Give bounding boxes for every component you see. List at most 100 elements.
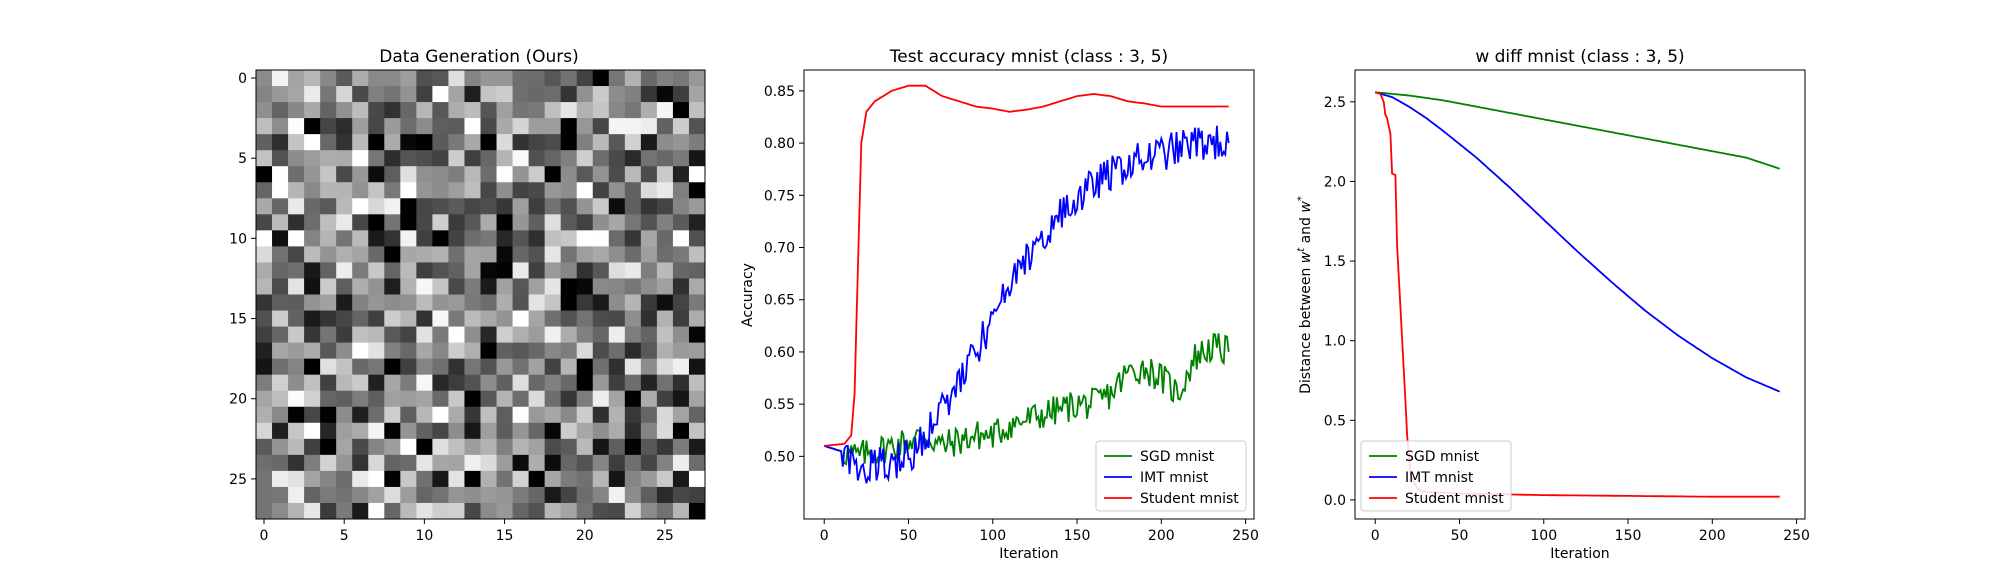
heatmap-cell [496,438,513,456]
heatmap-panel: Data Generation (Ours) 0 5 10 15 20 25 0 5 10 15 2… [229,47,706,544]
heatmap-cell [304,150,321,167]
heatmap-cell [272,70,289,87]
heatmap-cell [448,246,465,263]
heatmap-cell [352,150,369,167]
heatmap-cell [576,438,594,456]
heatmap-cell [688,310,706,327]
heatmap-cell [640,294,658,311]
heatmap-cell [304,438,321,456]
heatmap-cell [480,86,497,103]
heatmap-cell [400,246,417,263]
heatmap-cell [400,70,417,87]
heatmap-cell [688,294,706,311]
heatmap-cell [592,470,610,488]
heatmap-cell [400,166,417,183]
heatmap-cell [544,486,562,504]
heatmap-cell [592,374,610,392]
heatmap-cell [528,214,546,231]
heatmap-cell [320,86,337,103]
heatmap-cell [528,470,546,488]
heatmap-cell [608,374,626,392]
heatmap-cell [576,454,594,472]
heatmap-cell [352,182,369,199]
heatmap-cell [672,486,690,504]
heatmap-cell [368,182,385,199]
heatmap-cell [608,182,626,199]
heatmap-cell [608,70,626,87]
heatmap-cell [288,342,305,360]
heatmap-cell [288,294,305,311]
heatmap-cell [480,358,497,376]
heatmap-cell [528,358,546,376]
heatmap-frame [255,69,706,520]
heatmap-cell [416,70,433,87]
heatmap-cell [688,134,706,151]
heatmap-cell [272,198,289,215]
heatmap-cell [288,486,305,504]
heatmap-cell [288,406,305,424]
heatmap-cell [544,214,562,231]
heatmap-cell [336,262,353,279]
heatmap-cell [592,422,610,440]
heatmap-cell [352,374,369,392]
heatmap-cell [336,358,353,376]
heatmap-cell [448,358,465,376]
heatmap-cell [288,262,305,279]
heatmap-cell [432,374,449,392]
heatmap-cell [288,150,305,167]
heatmap-ytick-label: 10 [229,231,247,247]
heatmap-cell [592,198,610,215]
heatmap-cell [480,166,497,183]
heatmap-cell [640,406,658,424]
heatmap-cell [384,422,401,440]
heatmap-cell [368,166,385,183]
heatmap-cell [592,310,610,327]
heatmap-cell [400,86,417,103]
heatmap-cell [256,166,273,183]
heatmap-cell [688,70,706,87]
heatmap-cell [272,246,289,263]
heatmap-cell [272,134,289,151]
heatmap-cell [368,246,385,263]
heatmap-cell [592,166,610,183]
series-line-imt-mnist [823,125,1230,484]
accuracy-lines [823,84,1230,484]
heatmap-cell [528,486,546,504]
heatmap-cell [576,294,594,311]
heatmap-cell [496,358,513,376]
heatmap-cell [592,486,610,504]
heatmap-cell [416,422,433,440]
heatmap-cell [464,470,481,488]
heatmap-cell [624,422,642,440]
heatmap-cell [512,166,530,183]
heatmap-cell [448,390,465,408]
heatmap-cell [640,278,658,295]
heatmap-cell [688,230,706,247]
heatmap-cell [624,214,642,231]
heatmap-cell [352,406,369,424]
heatmap-cell [384,70,401,87]
heatmap-cell [576,166,594,183]
heatmap-cell [464,358,481,376]
heatmap-cell [512,102,530,119]
heatmap-cell [672,198,690,215]
heatmap-cell [416,310,433,327]
heatmap-cell [272,422,289,440]
heatmap-cell [432,502,449,520]
heatmap-cell [560,454,578,472]
heatmap-cell [512,294,530,311]
heatmap-cell [416,214,433,231]
heatmap-cell [640,246,658,263]
heatmap-cell [656,182,674,199]
heatmap-cell [656,358,674,376]
heatmap-xtick-label: 5 [340,528,349,544]
heatmap-cell [464,166,481,183]
heatmap-cell [656,166,674,183]
heatmap-cell [496,214,513,231]
heatmap-cell [320,182,337,199]
heatmap-cell [288,278,305,295]
heatmap-cell [576,310,594,327]
heatmap-cell [672,310,690,327]
heatmap-cell [496,230,513,247]
wdiff-xlabel: Iteration [1550,546,1609,562]
